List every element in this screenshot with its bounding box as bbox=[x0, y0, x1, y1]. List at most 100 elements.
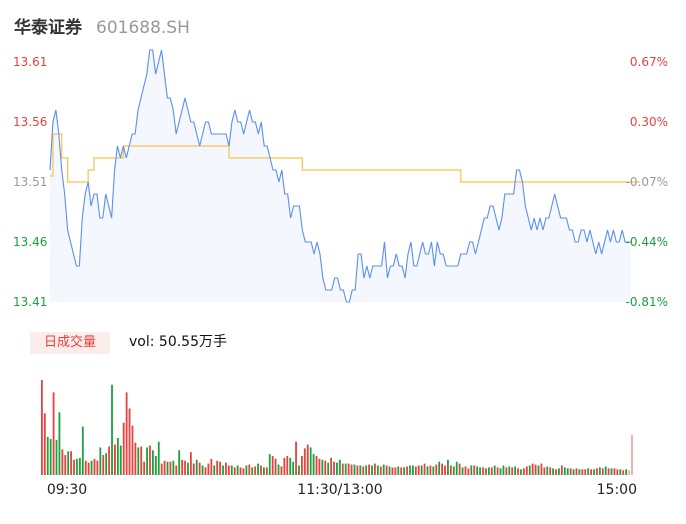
volume-bar bbox=[175, 465, 178, 475]
volume-bar bbox=[385, 465, 388, 475]
volume-bar bbox=[274, 458, 277, 475]
volume-bar bbox=[391, 467, 394, 475]
volume-bar bbox=[315, 456, 318, 475]
volume-bar bbox=[61, 449, 64, 475]
volume-bar bbox=[76, 458, 78, 475]
volume-bar bbox=[265, 467, 268, 475]
volume-badge[interactable]: 日成交量 bbox=[30, 332, 110, 354]
volume-bar bbox=[347, 463, 350, 475]
volume-bar bbox=[298, 465, 300, 475]
volume-bar bbox=[242, 468, 245, 475]
y-tick-left: 13.51 bbox=[13, 175, 47, 189]
volume-bar bbox=[485, 468, 487, 475]
volume-bar bbox=[210, 458, 213, 475]
volume-bar bbox=[388, 466, 391, 475]
volume-bar bbox=[254, 466, 257, 475]
volume-bar bbox=[382, 464, 385, 475]
y-tick-left: 13.46 bbox=[13, 235, 47, 249]
volume-bar bbox=[511, 467, 514, 475]
volume-bar bbox=[195, 459, 198, 475]
x-tick-label: 15:00 bbox=[597, 482, 637, 498]
y-tick-right: -0.07% bbox=[626, 175, 668, 189]
volume-bar bbox=[596, 468, 598, 475]
volume-bar bbox=[455, 461, 458, 475]
volume-bar bbox=[300, 456, 303, 475]
volume-bar bbox=[432, 466, 435, 475]
volume-bar bbox=[420, 465, 423, 475]
volume-bar bbox=[324, 460, 327, 475]
volume-bar bbox=[593, 469, 595, 475]
volume-bar bbox=[362, 466, 365, 475]
y-tick-left: 13.61 bbox=[13, 55, 47, 69]
volume-bar bbox=[464, 466, 467, 475]
volume-bar bbox=[260, 465, 262, 475]
volume-bar bbox=[181, 459, 184, 475]
volume-bar bbox=[371, 465, 373, 475]
volume-bar bbox=[128, 408, 131, 475]
volume-bar bbox=[631, 435, 633, 475]
volume-bar bbox=[417, 465, 420, 475]
volume-bar bbox=[449, 465, 452, 475]
volume-bar bbox=[263, 467, 265, 475]
volume-bar bbox=[555, 469, 557, 475]
volume-bar bbox=[73, 459, 75, 475]
volume-bar bbox=[353, 464, 356, 475]
volume-bar bbox=[271, 456, 274, 475]
volume-bar bbox=[590, 469, 592, 475]
volume-bar bbox=[321, 459, 324, 475]
volume-bar bbox=[239, 467, 242, 475]
volume-bar bbox=[187, 462, 189, 475]
y-tick-right: 0.67% bbox=[630, 55, 668, 69]
y-tick-right: -0.81% bbox=[626, 295, 668, 309]
volume-bar bbox=[397, 466, 400, 475]
volume-bar bbox=[569, 468, 572, 475]
volume-bar bbox=[131, 425, 134, 475]
volume-bar bbox=[125, 392, 128, 475]
volume-bar bbox=[227, 465, 230, 475]
volume-bar bbox=[178, 450, 181, 475]
volume-bar bbox=[251, 467, 254, 475]
volume-bar bbox=[578, 469, 581, 475]
volume-bar bbox=[438, 461, 441, 475]
volume-bar bbox=[192, 463, 195, 475]
time-axis-layer: 09:30 11:30/13:00 15:00 bbox=[47, 482, 637, 498]
volume-bar bbox=[154, 456, 157, 475]
volume-bar bbox=[467, 468, 470, 475]
volume-bar bbox=[336, 462, 338, 475]
volume-bar bbox=[473, 465, 476, 475]
volume-bar bbox=[207, 463, 210, 475]
volume-bar bbox=[96, 460, 99, 475]
volume-bar bbox=[584, 469, 587, 475]
volume-bar bbox=[219, 461, 221, 475]
volume-bar bbox=[81, 426, 84, 475]
volume-bar bbox=[601, 468, 604, 475]
volume-bar bbox=[356, 465, 359, 475]
volume-bar bbox=[46, 437, 49, 475]
volume-bar bbox=[257, 463, 259, 475]
volume-bar bbox=[137, 447, 140, 475]
volume-bar bbox=[534, 464, 537, 475]
volume-bar bbox=[245, 465, 248, 475]
volume-bar bbox=[435, 464, 438, 475]
volume-bar bbox=[289, 457, 292, 475]
volume-bar bbox=[204, 467, 207, 475]
y-tick-right: -0.44% bbox=[626, 235, 668, 249]
volume-bar bbox=[560, 465, 563, 475]
volume-bar bbox=[505, 467, 508, 475]
volume-bar bbox=[622, 470, 625, 475]
volume-bar bbox=[587, 468, 590, 475]
x-tick-label: 09:30 bbox=[47, 482, 87, 498]
volume-bar bbox=[122, 422, 125, 475]
volume-bar bbox=[426, 466, 429, 475]
volume-bar bbox=[508, 466, 511, 475]
volume-bar bbox=[441, 463, 444, 475]
average-price-line bbox=[50, 133, 640, 183]
volume-bar bbox=[105, 453, 108, 475]
y-tick-left: 13.56 bbox=[13, 115, 47, 129]
volume-bar bbox=[514, 466, 517, 475]
volume-bar bbox=[581, 469, 584, 475]
volume-bar bbox=[41, 380, 43, 475]
volume-bar bbox=[625, 469, 628, 475]
volume-bar bbox=[610, 468, 613, 475]
